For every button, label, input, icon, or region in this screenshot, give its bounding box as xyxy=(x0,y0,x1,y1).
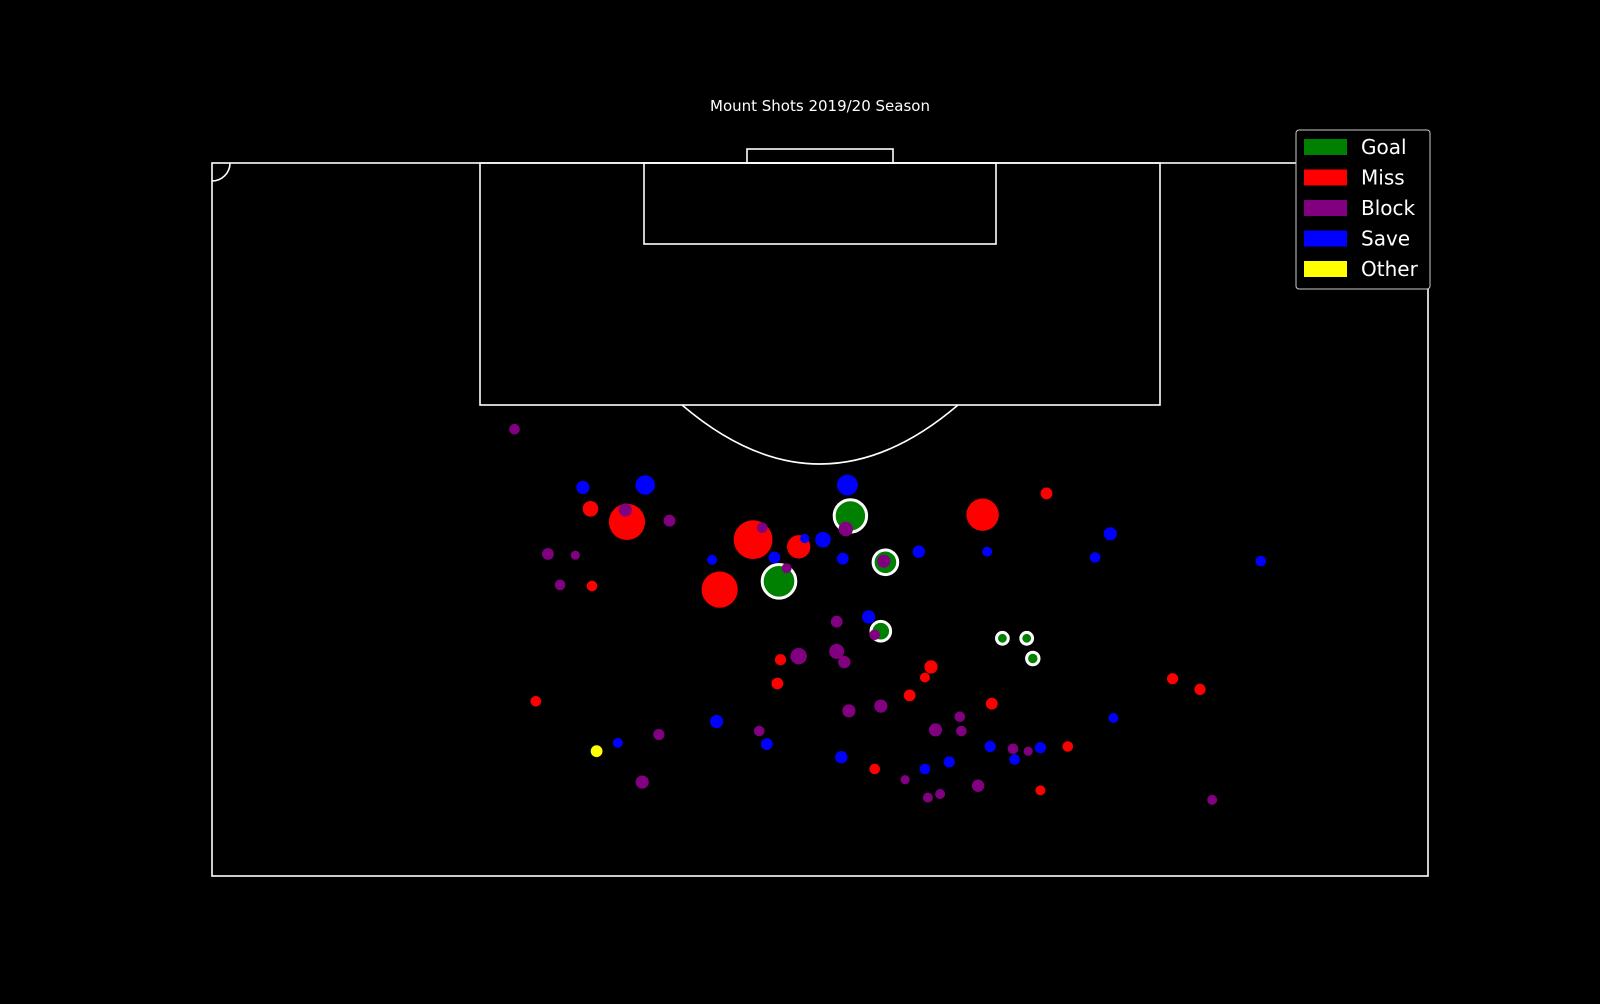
shot-point-save xyxy=(1108,713,1119,723)
shot-point-miss xyxy=(774,654,787,666)
shot-point-save xyxy=(835,751,848,764)
legend-label-other: Other xyxy=(1361,257,1419,281)
shot-point-block xyxy=(663,514,676,527)
shot-point-block xyxy=(900,775,910,785)
shot-point-block xyxy=(570,550,580,560)
shot-point-save xyxy=(612,737,623,748)
shot-point-miss xyxy=(903,689,916,702)
corner-arc-left xyxy=(211,162,231,182)
shot-point-miss xyxy=(1167,673,1179,685)
legend: Goal Miss Block Save Other xyxy=(1295,129,1431,290)
shot-point-save xyxy=(862,610,876,624)
shot-point-save xyxy=(943,756,955,768)
shot-point-block xyxy=(753,725,765,737)
shot-point-block xyxy=(635,775,649,789)
shot-point-miss xyxy=(530,696,542,707)
shot-point-miss xyxy=(869,763,880,775)
shot-point-save xyxy=(800,533,810,544)
shot-point-block xyxy=(618,503,633,517)
shot-point-miss xyxy=(1040,487,1053,500)
shot-point-block xyxy=(874,699,888,713)
shot-point-goal xyxy=(1025,650,1041,667)
shot-point-block xyxy=(954,711,966,723)
legend-label-block: Block xyxy=(1361,196,1416,220)
shot-point-block xyxy=(1007,743,1019,755)
shot-point-block xyxy=(928,723,943,737)
shot-point-miss xyxy=(1194,683,1206,696)
shot-point-save xyxy=(984,740,996,753)
shot-point-block xyxy=(554,579,566,591)
shot-point-miss xyxy=(985,697,998,710)
shot-point-save xyxy=(815,531,831,548)
chart-title: Mount Shots 2019/20 Season xyxy=(710,97,930,115)
shot-point-save xyxy=(576,480,590,494)
shot-point-save xyxy=(635,475,655,495)
shot-point-block xyxy=(842,704,856,718)
shot-point-save xyxy=(710,714,724,729)
shot-point-block xyxy=(653,729,665,741)
shot-point-miss xyxy=(924,660,938,674)
legend-label-save: Save xyxy=(1361,227,1410,251)
shot-point-save xyxy=(919,763,931,775)
shot-point-save xyxy=(1034,742,1046,754)
shot-point-block xyxy=(781,563,792,574)
shot-point-goal xyxy=(995,630,1010,646)
shot-point-block xyxy=(756,522,768,534)
shot-point-block xyxy=(956,725,967,737)
shot-point-miss xyxy=(608,503,646,540)
goal-frame xyxy=(746,148,894,164)
legend-swatch-miss xyxy=(1304,169,1347,186)
shot-point-block xyxy=(869,629,880,641)
shot-point-save xyxy=(912,545,925,558)
shot-point-block xyxy=(971,779,985,792)
legend-label-miss: Miss xyxy=(1361,166,1405,190)
shot-point-save xyxy=(768,551,781,564)
shot-point-miss xyxy=(1035,785,1046,796)
series-block xyxy=(509,423,1218,805)
shot-point-block xyxy=(790,648,807,665)
shots-layer xyxy=(509,423,1267,805)
shot-point-other xyxy=(590,745,603,758)
shot-point-block xyxy=(1023,746,1033,756)
legend-swatch-block xyxy=(1304,200,1347,216)
shot-point-block xyxy=(829,643,845,659)
shot-point-save xyxy=(1089,552,1101,563)
shot-point-block xyxy=(838,655,851,669)
shot-point-miss xyxy=(771,677,784,690)
shot-point-block xyxy=(877,554,891,568)
shot-point-miss xyxy=(919,672,930,683)
shot-point-miss xyxy=(966,498,999,531)
legend-swatch-other xyxy=(1304,261,1347,277)
shot-point-block xyxy=(509,423,520,435)
shot-point-miss xyxy=(582,501,599,517)
shot-point-block xyxy=(838,521,853,537)
shot-point-miss xyxy=(1062,741,1074,752)
shot-point-save xyxy=(1255,555,1267,567)
shot-point-save xyxy=(1009,754,1020,765)
shot-point-save xyxy=(1103,527,1117,541)
shot-point-block xyxy=(1207,794,1218,805)
shot-point-block xyxy=(542,548,554,560)
shot-point-block xyxy=(922,792,933,803)
shot-point-miss xyxy=(701,571,738,608)
shot-point-block xyxy=(830,615,843,628)
series-other xyxy=(590,745,603,758)
shot-point-save xyxy=(760,738,773,750)
shot-point-save xyxy=(707,554,718,565)
shot-point-block xyxy=(935,789,946,799)
legend-swatch-goal xyxy=(1304,139,1347,155)
penalty-arc xyxy=(681,404,959,465)
shot-point-miss xyxy=(586,580,598,592)
shot-point-save xyxy=(836,552,849,565)
shot-point-save xyxy=(837,474,858,496)
legend-label-goal: Goal xyxy=(1361,135,1407,159)
series-save xyxy=(576,474,1267,775)
shot-point-goal xyxy=(1019,630,1035,646)
shot-point-save xyxy=(982,546,993,557)
legend-swatch-save xyxy=(1304,230,1347,247)
